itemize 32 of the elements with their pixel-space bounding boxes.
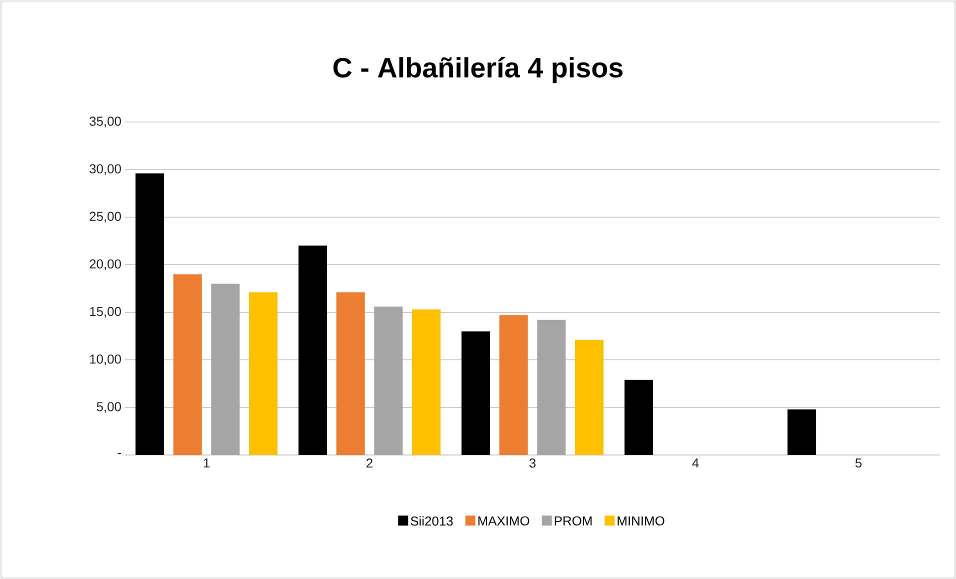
legend-label: PROM (554, 516, 592, 526)
y-tick-label: - (118, 453, 121, 454)
x-tick-label: 3 (529, 458, 536, 468)
y-tick-label: 35,00 (90, 116, 121, 128)
legend-label: MAXIMO (478, 516, 530, 526)
x-tick-label: 4 (692, 458, 699, 468)
y-tick-label: 5,00 (96, 402, 121, 413)
y-tick-label: 10,00 (90, 354, 121, 366)
bar (624, 380, 654, 455)
bar (136, 173, 164, 455)
bar (298, 246, 328, 455)
y-tick-label: 25,00 (90, 212, 121, 222)
x-tick-label: 5 (855, 458, 862, 468)
bar (788, 409, 816, 455)
x-tick-label: 1 (204, 458, 210, 468)
y-tick-label: 15,00 (90, 306, 121, 318)
bar (537, 320, 566, 455)
y-tick-label: 20,00 (90, 259, 121, 270)
legend-label: Sii2013 (410, 516, 453, 526)
y-tick-label: 30,00 (90, 164, 121, 175)
bar (462, 331, 490, 455)
bar (412, 309, 440, 455)
bar (374, 306, 403, 455)
bar (574, 340, 604, 455)
bar (248, 292, 278, 455)
bar (336, 292, 365, 455)
x-tick-label: 2 (366, 458, 372, 468)
bar (173, 274, 202, 455)
bar (499, 315, 528, 455)
bar (211, 284, 240, 455)
legend-label: MINIMO (618, 516, 664, 526)
chart-title: C - Albañilería 4 pisos (333, 56, 623, 84)
